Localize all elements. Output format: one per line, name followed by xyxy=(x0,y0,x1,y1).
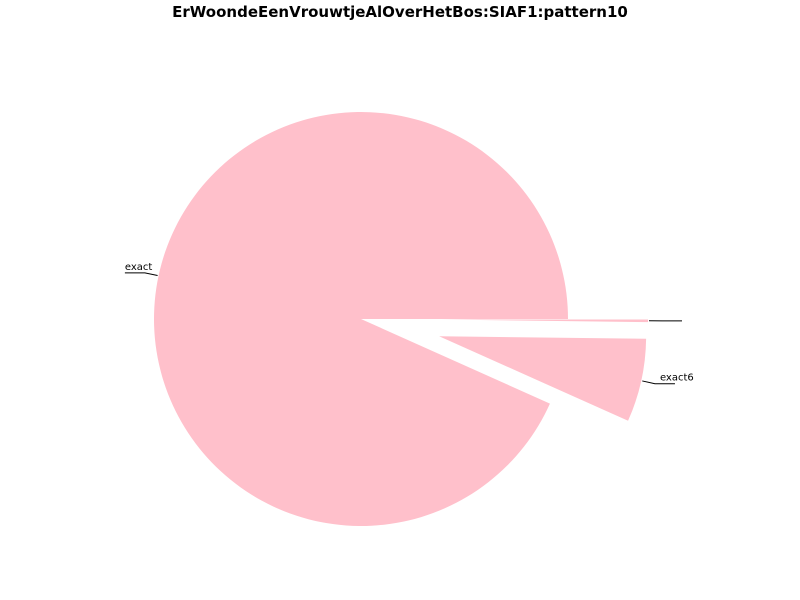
leader-line-exact xyxy=(124,272,158,277)
pie-slices xyxy=(153,112,648,527)
slice-label-exact: exact xyxy=(125,262,153,273)
pie-labels: exact exact6 xyxy=(124,262,694,385)
pie-slice-exact xyxy=(153,112,568,527)
leader-line-exact6 xyxy=(642,380,675,385)
pie-slice-exact6 xyxy=(439,336,647,421)
chart-title: ErWoondeEenVrouwtjeAlOverHetBos:SIAF1:pa… xyxy=(172,3,628,21)
pie-slice-slice-2 xyxy=(440,319,648,323)
slice-label-exact6: exact6 xyxy=(660,373,694,384)
